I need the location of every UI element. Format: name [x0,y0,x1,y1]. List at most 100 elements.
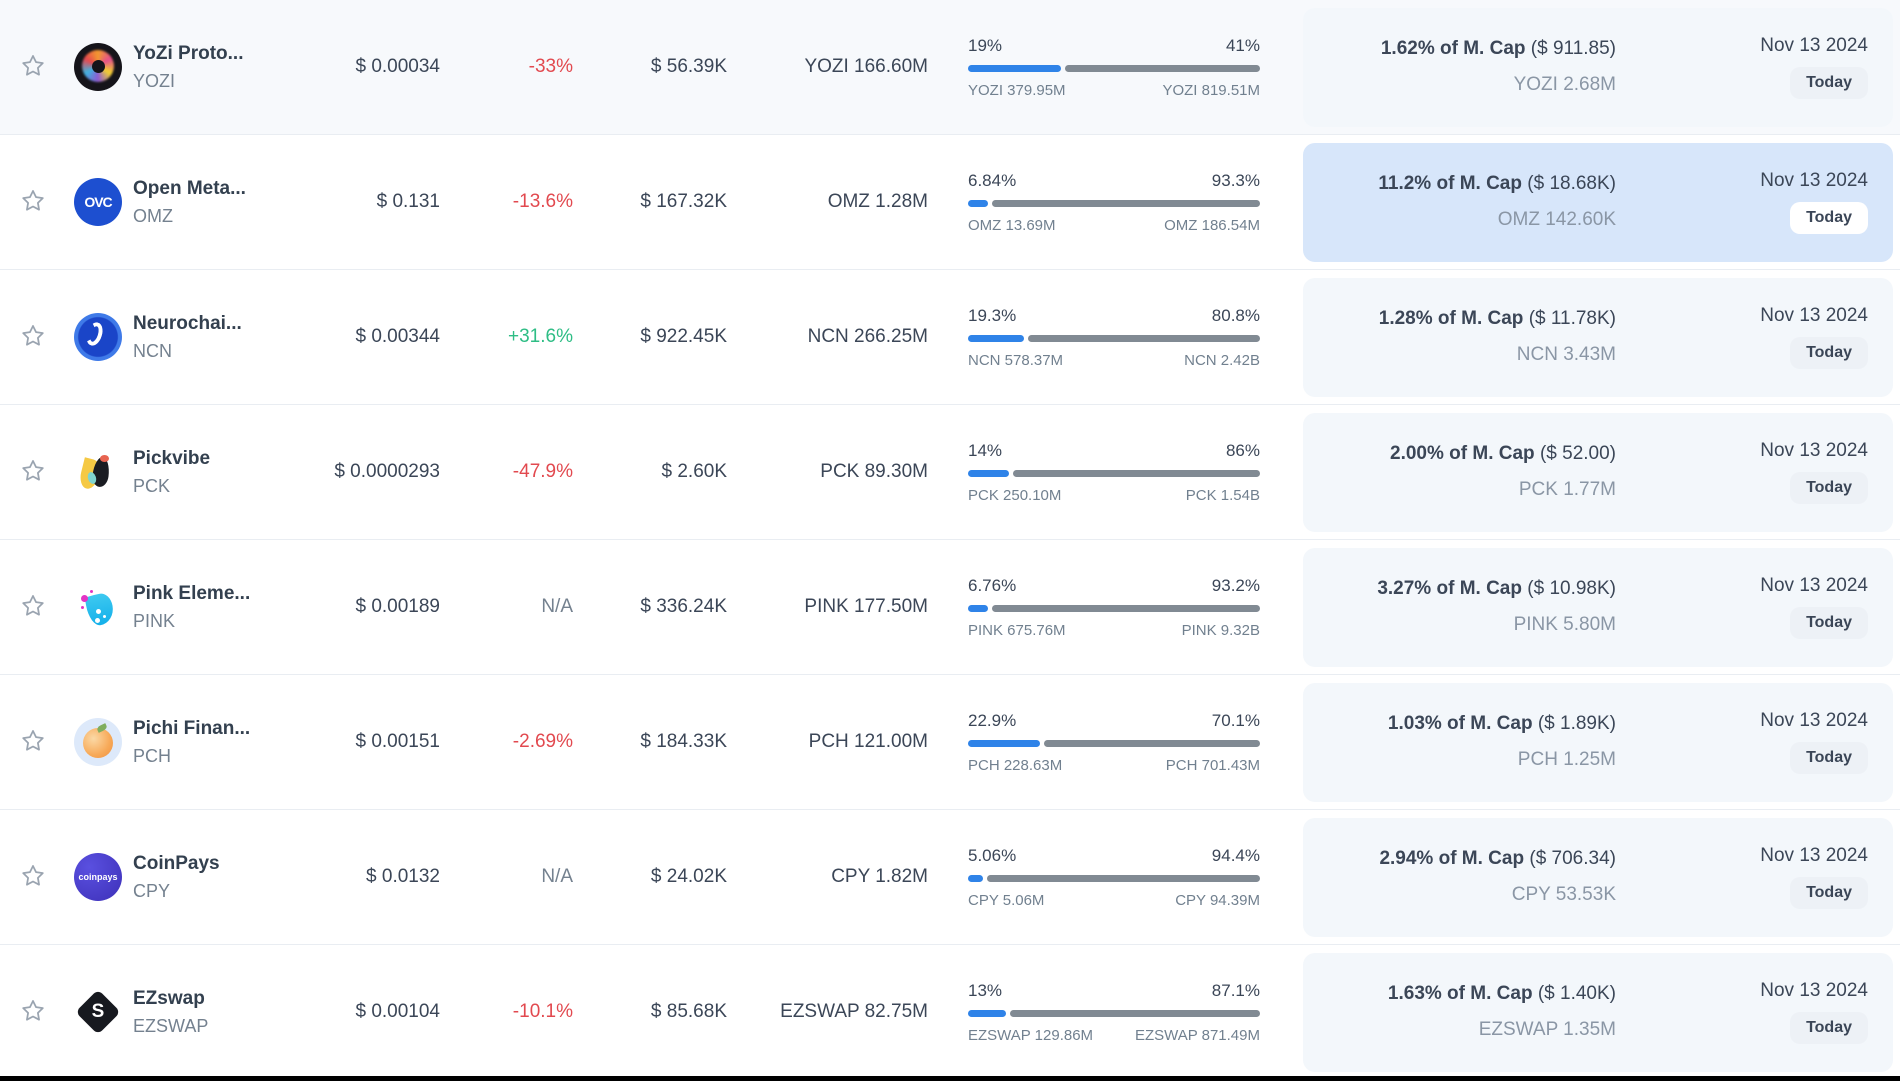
favorite-star-button[interactable] [17,51,49,83]
ezswap-logo: S [74,988,122,1036]
bar-right-amount: PCH 701.43M [1165,756,1260,774]
table-row[interactable]: coinpays CoinPays CPY $ 0.0132 N/A $ 24.… [0,810,1900,945]
bar-left-percent: 14% [968,440,1003,460]
supply-progress-track [968,1009,1260,1017]
mcap-percent: 1.63% of M. Cap [1387,983,1533,1004]
table-row[interactable]: Neurochai... NCN $ 0.00344 +31.6% $ 922.… [0,270,1900,405]
coin-name-cell[interactable]: Pichi Finan... PCH [130,718,290,767]
market-cap-card: 2.94% of M. Cap ($ 706.34) CPY 53.53K No… [1303,817,1893,937]
coin-name-cell[interactable]: Neurochai... NCN [130,313,290,362]
coin-symbol: OMZ [133,205,173,226]
bar-right-percent: 86% [1225,440,1260,460]
holding-amount: PCH 1.25M [1517,749,1616,770]
supply-progress-fill [968,739,1040,747]
bar-left-amount: YOZI 379.95M [968,81,1066,99]
market-cap-card: 1.62% of M. Cap ($ 911.85) YOZI 2.68M No… [1303,7,1893,127]
coin-name-cell[interactable]: Pink Eleme... PINK [130,583,290,632]
table-row[interactable]: Pickvibe PCK $ 0.0000293 -47.9% $ 2.60K … [0,405,1900,540]
bar-left-amount: EZSWAP 129.86M [968,1026,1094,1044]
percent-change-value: +31.6% [508,326,573,347]
coin-name[interactable]: Pichi Finan... [133,717,251,739]
star-icon [19,322,47,353]
bar-left-percent: 6.84% [968,170,1017,190]
coin-name-cell[interactable]: Pickvibe PCK [130,448,290,497]
mcap-usd-value: ($ 10.98K) [1527,578,1616,599]
bar-right-amount: PINK 9.32B [1181,621,1260,639]
coin-name-cell[interactable]: CoinPays CPY [130,853,290,902]
favorite-cell [0,861,66,893]
bar-right-percent: 93.2% [1211,575,1260,595]
price-value: $ 0.00189 [355,596,440,617]
date-label: Nov 13 2024 [1760,305,1868,326]
logo-text: S [91,1001,105,1022]
supply-progress-rest [991,199,1260,207]
bar-right-percent: 94.4% [1211,845,1260,865]
coin-symbol: YOZI [133,70,176,91]
bar-right-amount: CPY 94.39M [1175,891,1260,909]
price-value: $ 0.0132 [366,866,440,887]
bar-left-percent: 22.9% [968,710,1017,730]
date-label: Nov 13 2024 [1760,575,1868,596]
favorite-star-button[interactable] [17,726,49,758]
favorite-star-button[interactable] [17,456,49,488]
date-label: Nov 13 2024 [1760,710,1868,731]
coin-symbol: PCH [133,745,172,766]
table-row[interactable]: OVC Open Meta... OMZ $ 0.131 -13.6% $ 16… [0,135,1900,270]
supply-progress-track [968,874,1260,882]
logo-text: OVC [84,194,112,210]
coin-name[interactable]: Pink Eleme... [133,582,251,604]
mcap-percent-line: 1.28% of M. Cap ($ 11.78K) [1303,308,1616,330]
supply-value: OMZ 1.28M [827,191,928,212]
coin-name-cell[interactable]: Open Meta... OMZ [130,178,290,227]
table-row[interactable]: Pichi Finan... PCH $ 0.00151 -2.69% $ 18… [0,675,1900,810]
coin-name[interactable]: CoinPays [133,852,220,874]
table-row[interactable]: S EZswap EZSWAP $ 0.00104 -10.1% $ 85.68… [0,945,1900,1080]
today-badge: Today [1790,337,1868,369]
supply-progress-rest [1064,64,1260,72]
percent-change-value: N/A [541,866,573,887]
coin-logo-cell: OVC [66,178,130,226]
mcap-percent-line: 11.2% of M. Cap ($ 18.68K) [1303,173,1616,195]
pink-logo [74,583,122,631]
mcap-usd-value: ($ 18.68K) [1527,173,1616,194]
mcap-percent-line: 1.03% of M. Cap ($ 1.89K) [1303,713,1616,735]
market-cap-card: 2.00% of M. Cap ($ 52.00) PCK 1.77M Nov … [1303,412,1893,532]
mcap-percent-line: 1.62% of M. Cap ($ 911.85) [1303,38,1616,60]
favorite-star-button[interactable] [17,591,49,623]
favorite-star-button[interactable] [17,861,49,893]
favorite-cell [0,591,66,623]
circulating-supply-bar: 19.3% 80.8% NCN 578.37M NCN 2.42B [968,306,1260,369]
mcap-percent: 3.27% of M. Cap [1377,578,1522,599]
pch-logo [74,718,122,766]
logo-shape [100,455,109,462]
ncn-logo [74,313,122,361]
price-value: $ 0.00104 [355,1001,440,1022]
coin-name[interactable]: Open Meta... [133,177,246,199]
volume-value: $ 184.33K [640,731,727,752]
holding-amount: PCK 1.77M [1518,479,1616,500]
coin-name[interactable]: EZswap [133,987,205,1009]
supply-progress-track [968,199,1260,207]
table-row[interactable]: Pink Eleme... PINK $ 0.00189 N/A $ 336.2… [0,540,1900,675]
supply-progress-fill [968,874,983,882]
circulating-supply-bar: 13% 87.1% EZSWAP 129.86M EZSWAP 871.49M [968,981,1260,1044]
table-row[interactable]: YoZi Proto... YOZI $ 0.00034 -33% $ 56.3… [0,0,1900,135]
supply-progress-track [968,64,1260,72]
date-label: Nov 13 2024 [1760,980,1868,1001]
favorite-cell [0,456,66,488]
coin-name[interactable]: YoZi Proto... [133,42,244,64]
screenshot-bottom-edge [0,1076,1900,1081]
percent-change-value: N/A [541,596,573,617]
coin-name[interactable]: Pickvibe [133,447,211,469]
favorite-star-button[interactable] [17,321,49,353]
market-cap-card: 11.2% of M. Cap ($ 18.68K) OMZ 142.60K N… [1303,142,1893,262]
mcap-percent: 2.94% of M. Cap [1379,848,1525,869]
favorite-star-button[interactable] [17,996,49,1028]
omz-logo: OVC [74,178,122,226]
supply-value: PCH 121.00M [808,731,928,752]
circulating-supply-bar: 5.06% 94.4% CPY 5.06M CPY 94.39M [968,846,1260,909]
coin-name-cell[interactable]: EZswap EZSWAP [130,988,290,1037]
coin-name-cell[interactable]: YoZi Proto... YOZI [130,43,290,92]
coin-name[interactable]: Neurochai... [133,312,242,334]
favorite-star-button[interactable] [17,186,49,218]
